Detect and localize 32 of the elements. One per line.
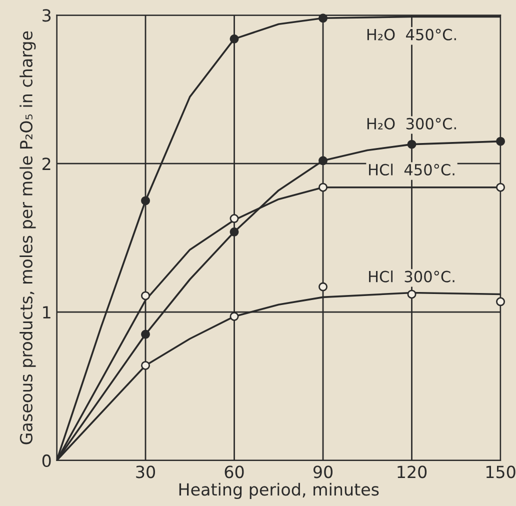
x-axis-title: Heating period, minutes (179, 482, 379, 499)
x-tick-label: 60 (224, 466, 244, 478)
point (407, 140, 416, 149)
x-tick-label: 120 (398, 466, 427, 478)
series-label: HCl 300°C. (369, 270, 454, 282)
point (230, 312, 239, 321)
point (407, 290, 416, 299)
y-tick-label: 3 (42, 9, 51, 22)
point (230, 214, 239, 224)
x-tick-label: 30 (136, 466, 156, 478)
point (318, 282, 328, 292)
x-tick-label: 150 (486, 466, 516, 478)
point (141, 196, 150, 206)
point (230, 227, 239, 236)
series-label: H₂O 450°C. (367, 28, 456, 40)
y-tick-label: 1 (43, 306, 50, 318)
y-axis-title: Gaseous products, moles per mole P₂O₅ in charge (20, 31, 36, 444)
point (141, 360, 150, 370)
series-label: HCl 450°C. (369, 164, 454, 176)
point (496, 136, 506, 146)
point (230, 34, 239, 44)
point (496, 297, 506, 306)
point (318, 182, 328, 192)
y-tick-label: 2 (42, 158, 50, 170)
y-tick-label: 0 (42, 454, 51, 468)
point (318, 14, 328, 23)
point (318, 156, 328, 166)
point (141, 330, 150, 339)
point (496, 182, 506, 192)
series-label: H₂O 300°C. (367, 118, 456, 130)
point (141, 291, 150, 300)
x-tick-label: 90 (313, 466, 333, 478)
